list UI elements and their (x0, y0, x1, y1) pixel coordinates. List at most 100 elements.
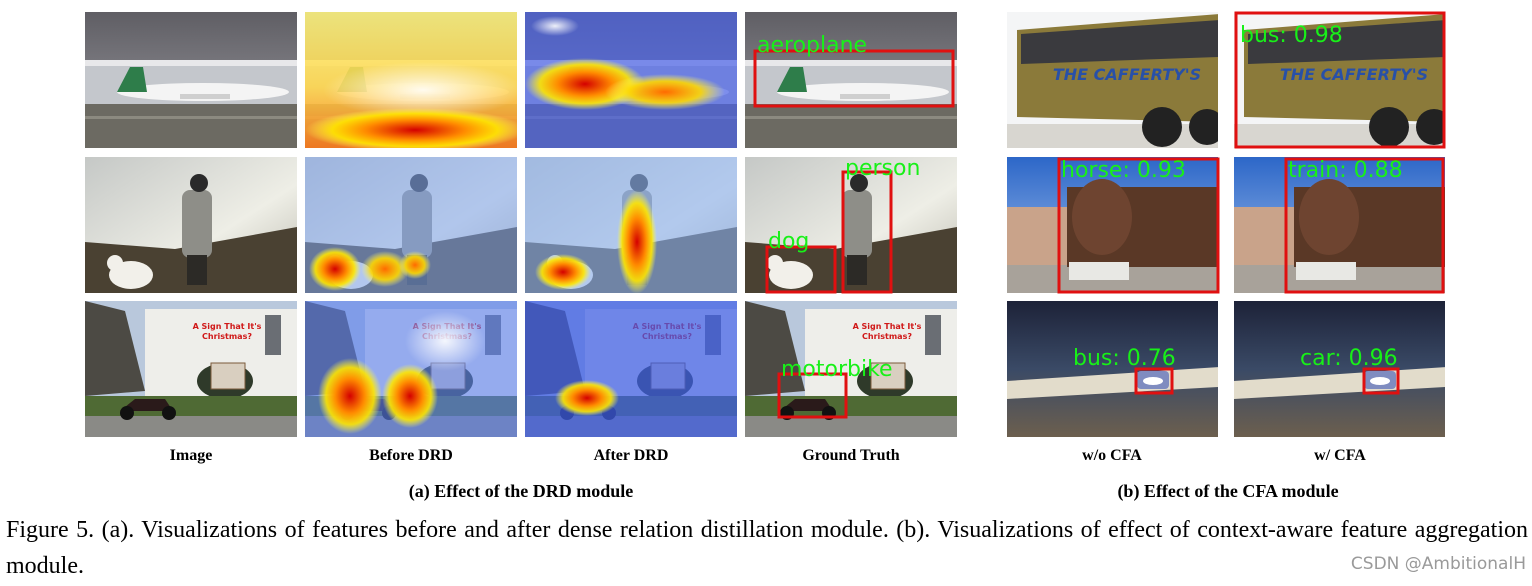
wing (180, 94, 230, 99)
image-cell (525, 12, 737, 148)
image-cell: THE CAFFERTY'S (1234, 12, 1445, 148)
heat-blob (405, 311, 485, 371)
detection-label: person (845, 156, 920, 181)
bus-lettering: THE CAFFERTY'S (1053, 65, 1201, 84)
sign-text: Christmas? (202, 332, 252, 341)
wing (840, 94, 890, 99)
bounding-box (1284, 157, 1445, 294)
image-cell (85, 157, 297, 293)
sign-board (210, 362, 246, 390)
fuselage (777, 83, 949, 101)
detection-label: car: 0.96 (1300, 346, 1398, 371)
bus-lettering: THE CAFFERTY'S (1280, 65, 1428, 84)
window (925, 315, 941, 355)
detection-label: motorbike (781, 357, 893, 382)
bounding-box (765, 245, 837, 294)
person-legs (187, 255, 207, 285)
heat-blob (382, 364, 438, 428)
lawn (745, 396, 957, 416)
column-label: w/ CFA (1314, 447, 1366, 464)
boiler-front (1072, 179, 1132, 255)
detection-label: bus: 0.76 (1073, 346, 1176, 371)
detection-label: dog (768, 229, 809, 254)
sign-board (870, 362, 906, 390)
column-label: w/o CFA (1082, 447, 1142, 464)
stripe (85, 116, 297, 119)
column-label: Image (170, 447, 213, 464)
heat-blob (318, 358, 382, 434)
subfigure-caption: (a) Effect of the DRD module (409, 481, 633, 502)
wheel (120, 406, 134, 420)
wheel (162, 406, 176, 420)
image-cell (305, 157, 517, 293)
stripe (745, 116, 957, 119)
bus-windows (1248, 20, 1445, 64)
detection-label: train: 0.88 (1288, 158, 1403, 183)
bounding-box (1134, 367, 1174, 395)
subfigure-caption: (b) Effect of the CFA module (1117, 481, 1338, 502)
dog-head (107, 255, 123, 271)
headlight (1143, 377, 1163, 385)
scene (1234, 301, 1445, 437)
column-label: Before DRD (369, 447, 453, 464)
motorbike (120, 399, 173, 411)
window (265, 315, 281, 355)
heat-blob (531, 16, 579, 36)
heat-blob (323, 62, 517, 118)
heat-blob (535, 254, 591, 290)
image-cell (525, 157, 737, 293)
road (85, 416, 297, 437)
wheel (1189, 109, 1218, 145)
bus-windows (1021, 20, 1218, 64)
person-body (182, 190, 212, 258)
image-cell (1007, 157, 1218, 293)
wheel (1416, 109, 1445, 145)
terminal-roof (85, 60, 297, 66)
heat-blob (605, 74, 725, 110)
headlight (1370, 377, 1390, 385)
bounding-box (1234, 11, 1446, 149)
watermark: CSDN @AmbitionalH (1350, 554, 1526, 574)
bounding-box (753, 49, 955, 108)
heat-blob (361, 251, 409, 287)
wheel (1142, 107, 1182, 147)
road (745, 416, 957, 437)
tree (745, 301, 805, 396)
figure-caption: Figure 5. (a). Visualizations of feature… (6, 517, 1528, 579)
detection-label: bus: 0.98 (1240, 23, 1343, 48)
tail (117, 67, 147, 92)
column-label: After DRD (594, 447, 669, 464)
station (1007, 207, 1077, 267)
terminal-roof (745, 60, 957, 66)
image-cell (1234, 301, 1445, 437)
wheel (1369, 107, 1409, 147)
person-head (850, 174, 868, 192)
person-legs (847, 255, 867, 285)
buffer (1296, 262, 1356, 280)
scene (1007, 301, 1218, 437)
bounding-box (777, 372, 848, 419)
boiler-front (1299, 179, 1359, 255)
bounding-box (841, 170, 893, 294)
heat-blob (399, 251, 431, 279)
station (1234, 207, 1304, 267)
tree (85, 301, 145, 396)
column-label: Ground Truth (802, 447, 899, 464)
tarmac (85, 104, 297, 148)
dog-head (767, 255, 783, 271)
sign-text: Christmas? (862, 332, 912, 341)
person-body (842, 190, 872, 258)
image-cell: THE CAFFERTY'S (1007, 12, 1218, 148)
figure: Image Before DRD After DRD Ground Truth … (85, 11, 1446, 502)
heat-blob (617, 190, 657, 293)
bounding-box (1362, 367, 1400, 395)
image-cell (745, 12, 957, 148)
image-cell (745, 157, 957, 293)
image-cell (1007, 301, 1218, 437)
person-head (190, 174, 208, 192)
